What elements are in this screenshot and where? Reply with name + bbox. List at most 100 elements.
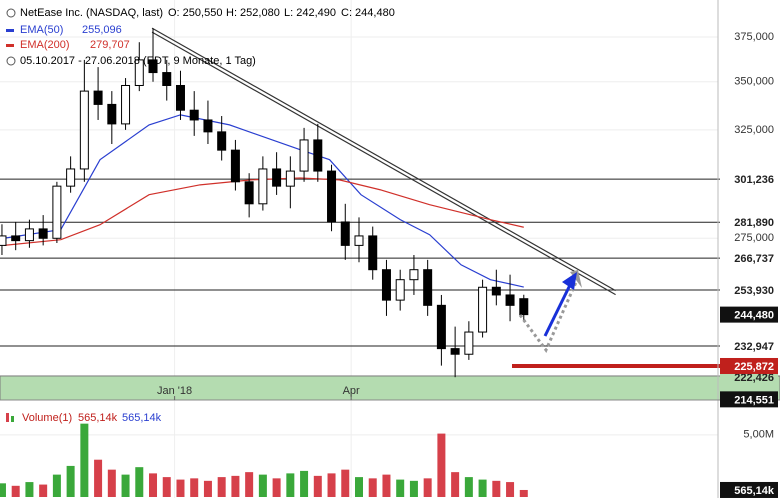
candle-body — [450, 348, 460, 355]
volume-bar — [217, 477, 226, 497]
icon — [6, 8, 16, 18]
icon — [6, 56, 16, 66]
candle-body — [478, 286, 488, 333]
label-layer: 275,000 325,000 350,000 375,000 Jan '18 Apr 22… — [6, 24, 778, 498]
axis-label: 281,890 — [734, 217, 774, 229]
volume-bar — [162, 477, 171, 497]
volume-bar — [451, 472, 460, 497]
y-tick-label: 325,000 — [734, 124, 774, 136]
support-zone — [0, 375, 780, 401]
volume-bar — [107, 469, 116, 497]
candle-body — [52, 185, 62, 239]
legend-label: EMA(50) — [20, 24, 63, 36]
label-box — [720, 357, 778, 374]
volume-bar — [300, 470, 309, 497]
legend-swatch — [6, 29, 14, 32]
axis-label: 565,14k — [734, 485, 775, 497]
candle-body — [299, 139, 309, 172]
y-tick-label: 375,000 — [734, 31, 774, 43]
legend-value: 565,14k — [78, 412, 118, 424]
volume-bar — [272, 478, 281, 497]
candle-body — [66, 168, 76, 187]
label-box — [720, 306, 778, 323]
label-box — [720, 250, 778, 267]
volume-bar — [478, 479, 487, 497]
label-box — [720, 481, 778, 498]
volume-bar — [437, 433, 446, 497]
header-value: O: 250,550 — [168, 7, 222, 19]
axis-label: 301,236 — [734, 174, 774, 186]
candle-body — [244, 181, 254, 205]
axis-label: 244,480 — [734, 310, 774, 322]
candle-body — [258, 168, 268, 205]
volume-bar — [0, 483, 6, 497]
volume-bar — [121, 474, 130, 497]
scenario-path — [518, 279, 579, 353]
candle-body — [11, 235, 21, 242]
volume-bar — [355, 477, 363, 497]
candle-body — [272, 168, 282, 187]
candle-body — [505, 294, 515, 306]
y-tick-label: 5,00M — [743, 429, 774, 441]
legend-swatch — [6, 44, 14, 47]
candle-body — [327, 170, 337, 223]
volume-bar — [368, 478, 377, 497]
volume-bar — [203, 480, 212, 497]
label-box — [720, 282, 778, 299]
volume-bar — [11, 485, 20, 497]
candle-body — [203, 119, 213, 133]
candle-body — [395, 279, 405, 301]
axis-label: 266,737 — [734, 253, 774, 265]
legend-value: 565,14k — [122, 412, 162, 424]
volume-bar — [464, 477, 473, 497]
scenario-arrow — [543, 284, 572, 337]
trend-line — [151, 27, 616, 292]
volume-bar — [286, 473, 295, 497]
candle-body — [423, 269, 433, 306]
volume-bar — [176, 479, 185, 497]
trend-line — [151, 31, 616, 296]
x-tick-label: Apr — [343, 385, 360, 397]
label-box — [720, 391, 778, 408]
label-box — [720, 214, 778, 231]
axis-label: 253,930 — [734, 285, 774, 297]
candle-body — [285, 170, 295, 187]
axis-label: 222,426 — [734, 372, 774, 384]
volume-bar — [190, 478, 199, 497]
axis-label: 232,947 — [734, 341, 774, 353]
volume-bar — [258, 474, 267, 497]
icon — [6, 413, 9, 422]
legend-value: 279,707 — [90, 39, 130, 51]
header-value: C: 244,480 — [341, 7, 395, 19]
axis-label: 214,551 — [734, 394, 774, 406]
date-range: 05.10.2017 - 27.06.2018 (EDT, 9 Monate, … — [20, 55, 256, 67]
volume-bar — [25, 482, 34, 497]
volume-bar — [149, 473, 158, 497]
legend-value: 255,096 — [82, 24, 122, 36]
candle-body — [121, 84, 131, 125]
plot-layer — [0, 27, 722, 497]
volume-bar — [382, 474, 391, 497]
volume-bar — [313, 475, 322, 497]
arrow-head — [570, 270, 582, 288]
candle-body — [134, 59, 144, 86]
y-tick-label: 275,000 — [734, 232, 774, 244]
header-value: H: 252,080 — [226, 7, 280, 19]
candle-body — [230, 149, 240, 183]
volume-bar — [327, 473, 336, 497]
volume-bar — [341, 469, 350, 497]
candle-body — [491, 286, 501, 296]
volume-bar — [231, 475, 240, 497]
volume-bar — [409, 480, 418, 497]
volume-bar — [80, 423, 89, 497]
candle-body — [24, 228, 34, 242]
candle-body — [162, 72, 172, 86]
chart-title: NetEase Inc. (NASDAQ, last) — [20, 7, 163, 19]
candle-body — [38, 228, 48, 239]
arrow-head — [562, 272, 577, 290]
label-box — [720, 171, 778, 188]
volume-bar — [52, 474, 61, 497]
y-tick-label: 350,000 — [734, 76, 774, 88]
